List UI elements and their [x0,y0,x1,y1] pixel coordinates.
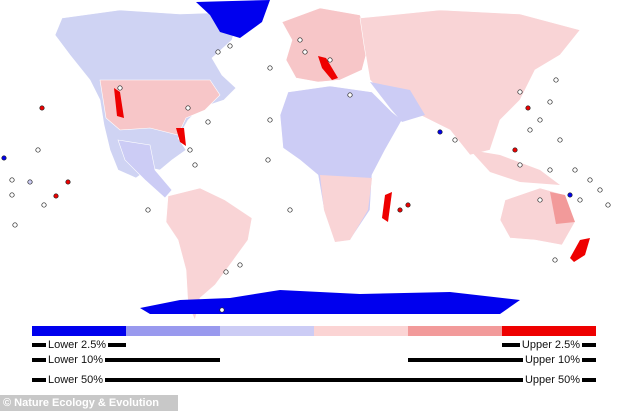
island-marker [512,147,518,153]
island-marker [227,43,233,49]
island-marker [145,207,151,213]
island-marker [553,77,559,83]
island-marker [527,127,533,133]
island-marker [572,167,578,173]
africa [279,85,403,243]
island-marker [302,49,308,55]
legend-upper-label: Upper 50% [522,373,582,387]
california [114,88,124,118]
island-marker [267,117,273,123]
legend-upper-label: Upper 2.5% [519,338,582,352]
island-marker [605,202,611,208]
island-marker [452,137,458,143]
island-marker [35,147,41,153]
island-marker [41,202,47,208]
middle-east [370,82,425,122]
greenland [196,0,270,38]
island-marker [205,119,211,125]
legend-lower-label: Lower 50% [46,373,106,387]
island-marker [53,193,59,199]
island-marker [557,137,563,143]
legend-row-50: Lower 50% Upper 50% [32,373,596,387]
island-marker [552,257,558,263]
florida [176,128,186,146]
island-marker [397,207,403,213]
island-marker [192,162,198,168]
southern-africa [320,175,372,242]
island-marker [297,37,303,43]
antarctica [140,290,520,314]
legend-swatch [408,326,502,336]
usa [99,79,221,136]
island-marker [525,105,531,111]
legend-swatch [220,326,314,336]
south-america [165,187,253,320]
island-marker [517,162,523,168]
island-marker [187,147,193,153]
central-america [117,139,173,199]
credit: © Nature Ecology & Evolution [0,395,178,411]
island-marker [265,157,271,163]
island-marker [287,207,293,213]
legend-lower-label: Lower 2.5% [46,338,109,352]
island-marker [12,222,18,228]
island-marker [267,65,273,71]
island-marker [517,89,523,95]
island-marker [597,187,603,193]
legend-row-10: Lower 10% Upper 10% [32,353,596,367]
italy [318,56,338,80]
island-marker [9,192,15,198]
island-marker [587,177,593,183]
island-marker [117,85,123,91]
island-marker [219,307,225,313]
island-marker [27,179,33,185]
southeast-asia [470,150,560,185]
island-marker [577,197,583,203]
island-markers [1,37,611,313]
island-marker [39,105,45,111]
island-marker [65,179,71,185]
continents [54,0,590,320]
new-zealand [570,238,590,262]
island-marker [537,117,543,123]
island-marker [215,49,221,55]
island-marker [1,155,7,161]
island-marker [405,202,411,208]
legend-swatch [126,326,220,336]
legend-color-bar [32,326,596,336]
island-marker [547,167,553,173]
island-marker [237,262,243,268]
legend-row-2-5: Lower 2.5% Upper 2.5% [32,338,596,352]
queensland [550,192,575,224]
island-marker [223,269,229,275]
island-marker [185,105,191,111]
island-marker [537,197,543,203]
legend-upper-label: Upper 10% [522,353,582,367]
island-marker [327,57,333,63]
island-marker [547,99,553,105]
island-marker [437,129,443,135]
world-map [1,0,611,320]
island-marker [347,92,353,98]
island-marker [567,192,573,198]
legend-lower-label: Lower 10% [46,353,106,367]
legend-swatch [314,326,408,336]
legend-swatch [502,326,596,336]
island-marker [9,177,15,183]
madagascar [382,192,392,222]
europe [281,7,371,83]
legend-swatch [32,326,126,336]
